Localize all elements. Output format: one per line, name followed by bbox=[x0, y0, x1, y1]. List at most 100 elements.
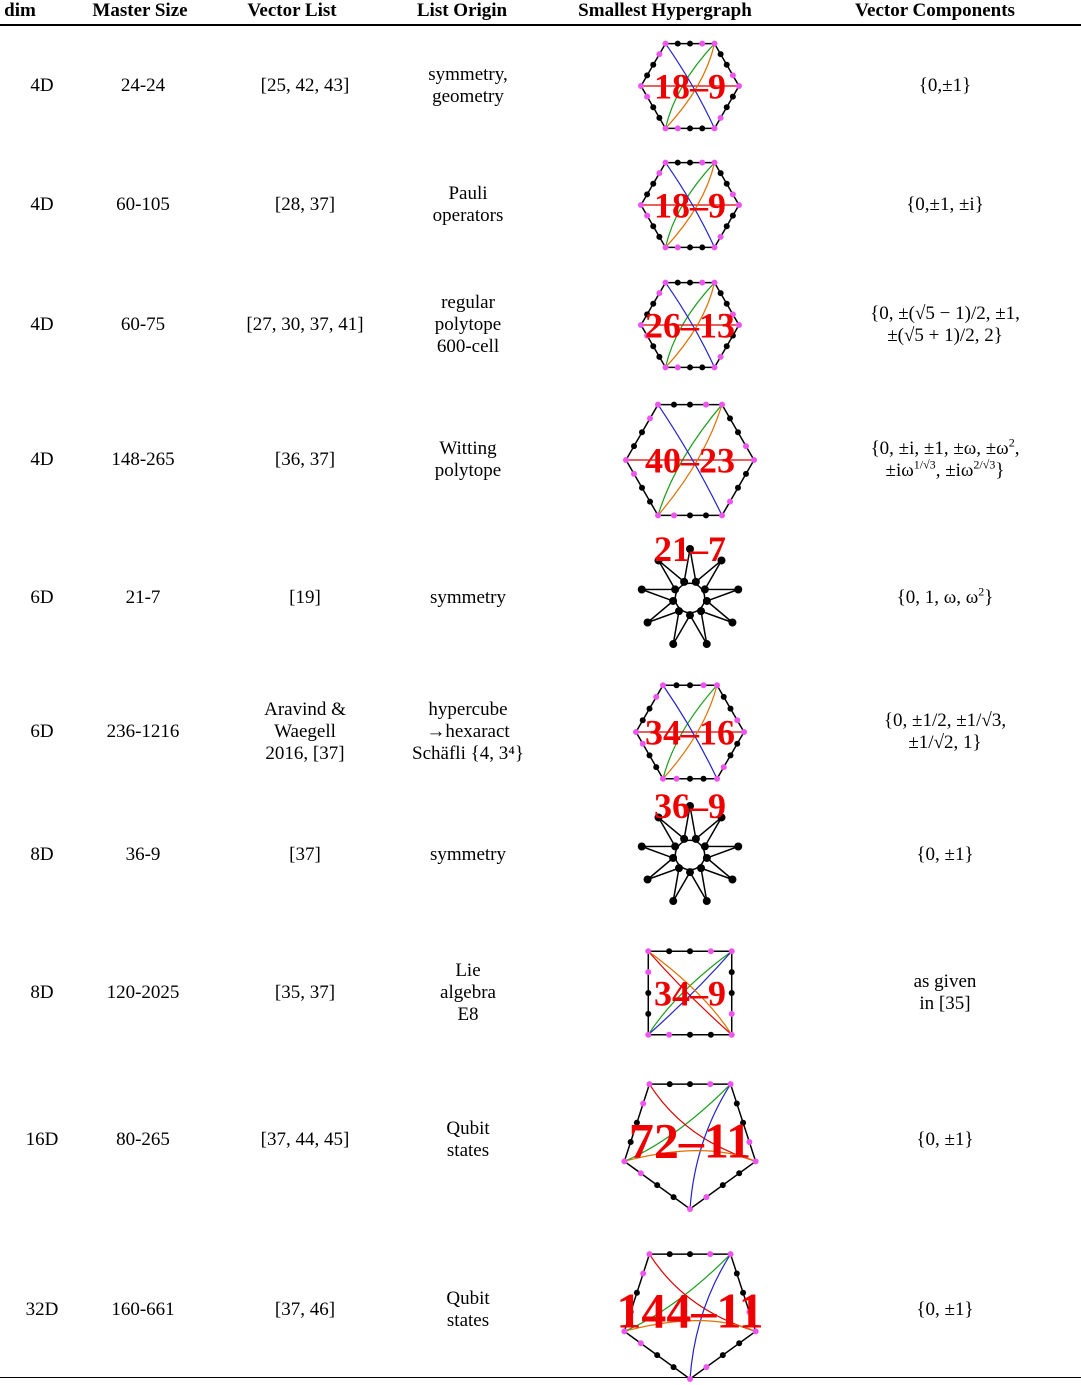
vertex bbox=[637, 1340, 644, 1347]
vertex bbox=[687, 401, 693, 408]
vector-list-line: Waegell bbox=[274, 721, 336, 742]
vector-list-cell: [37, 46] bbox=[275, 1299, 335, 1321]
hyperedge bbox=[689, 1083, 732, 1210]
vector-list-cell: [36, 37] bbox=[275, 449, 335, 471]
bottom-rule bbox=[0, 1377, 1081, 1378]
master-size-cell: 60-105 bbox=[116, 194, 170, 216]
list-origin-cell: symmetry, geometry bbox=[428, 64, 508, 108]
vertex bbox=[637, 1170, 644, 1177]
vertex bbox=[714, 775, 720, 782]
vertex bbox=[687, 244, 693, 251]
vector-list-cell: [28, 37] bbox=[275, 194, 335, 216]
components-line: {0, ±1} bbox=[916, 1299, 973, 1321]
vertex bbox=[729, 332, 736, 339]
vertex bbox=[654, 813, 663, 822]
vertex bbox=[643, 618, 652, 627]
dim: 6D bbox=[30, 587, 54, 608]
vertex bbox=[728, 1010, 735, 1017]
dim-cell: 4D bbox=[30, 194, 53, 216]
list-origin-line: E8 bbox=[457, 1004, 479, 1025]
vertex bbox=[639, 429, 645, 436]
master-size: 24-24 bbox=[120, 75, 166, 96]
vertex bbox=[728, 990, 735, 996]
vertex bbox=[734, 585, 743, 594]
components-cell: {0, ±1} bbox=[916, 1299, 973, 1321]
list-origin-line: symmetry, bbox=[428, 64, 508, 85]
list-origin-line: 600-cell bbox=[436, 336, 500, 357]
vector-list-cell: [27, 30, 37, 41] bbox=[246, 314, 363, 336]
vector-list-line: [35, 37] bbox=[274, 982, 336, 1003]
list-origin-line: operators bbox=[432, 205, 504, 226]
components-text: as given bbox=[913, 971, 977, 992]
vertex bbox=[687, 948, 693, 955]
hypergraph: 18–9 bbox=[638, 159, 742, 251]
vertex bbox=[729, 72, 736, 79]
top-rule bbox=[0, 24, 1081, 26]
components-line: {0, ±i, ±1, ±ω, ±ω2, bbox=[870, 437, 1020, 460]
hyperedge bbox=[689, 1253, 732, 1380]
components-text: {0, ±i, ±1, ±ω, ±ω bbox=[870, 438, 1009, 459]
vertex bbox=[660, 775, 666, 782]
vertex bbox=[654, 1352, 661, 1359]
components-cell: {0, 1, ω, ω2} bbox=[897, 586, 994, 609]
vertex bbox=[666, 1031, 673, 1038]
vertex bbox=[646, 1251, 653, 1258]
vertex bbox=[736, 202, 742, 208]
dim: 4D bbox=[30, 314, 54, 335]
components-text: {0,±1, ±i} bbox=[906, 194, 984, 215]
components-cell: {0, ±(√5 − 1)/2, ±1, ±(√5 + 1)/2, 2} bbox=[870, 303, 1020, 347]
vertex bbox=[656, 114, 663, 121]
components-line: {0, ±1/2, ±1/√3, bbox=[884, 710, 1006, 732]
vertex bbox=[644, 72, 651, 79]
vertex bbox=[621, 1328, 628, 1335]
vertex bbox=[656, 353, 663, 360]
vertex bbox=[687, 159, 693, 166]
components-text: {0, ±1/2, ±1/√3, bbox=[883, 710, 1007, 731]
vertex bbox=[674, 364, 681, 371]
vertex bbox=[699, 279, 706, 286]
vector-list-cell: [35, 37] bbox=[275, 982, 335, 1004]
vertex bbox=[637, 842, 646, 851]
vertex bbox=[669, 640, 678, 649]
list-origin-line: →hexaract bbox=[426, 721, 510, 742]
list-origin-cell: symmetry bbox=[430, 587, 506, 609]
list-origin-cell: Qubit states bbox=[446, 1118, 489, 1162]
components-cell: {0, ±1/2, ±1/√3, ±1/√2, 1} bbox=[884, 710, 1006, 754]
list-origin-cell: Lie algebra E8 bbox=[440, 960, 496, 1026]
vertex bbox=[691, 834, 700, 843]
vertex bbox=[733, 1100, 740, 1107]
vertex bbox=[736, 322, 742, 328]
column-header: Vector Components bbox=[855, 0, 1015, 21]
dim-cell: 6D bbox=[30, 721, 53, 743]
vertex bbox=[650, 223, 657, 230]
components-line: {0,±1, ±i} bbox=[906, 194, 984, 216]
components-line: ±1/√2, 1} bbox=[884, 732, 1006, 754]
components-sup: 1/√3 bbox=[913, 457, 936, 472]
master-size-cell: 36-9 bbox=[126, 844, 161, 866]
vertex bbox=[662, 125, 669, 132]
vertex bbox=[669, 897, 678, 906]
list-origin-line: Qubit bbox=[446, 1288, 490, 1309]
vertex bbox=[650, 300, 657, 307]
components-text: {0, ±1} bbox=[916, 1129, 974, 1150]
hypergraph: 72–11 bbox=[621, 1081, 759, 1212]
vertex bbox=[711, 125, 718, 132]
vertex bbox=[728, 875, 737, 884]
vertex bbox=[686, 545, 694, 553]
hypergraph-label: 34–9 bbox=[654, 974, 726, 1014]
vertex bbox=[720, 764, 727, 771]
dim-cell: 4D bbox=[30, 449, 53, 471]
vertex bbox=[687, 775, 693, 782]
list-origin-line: Witting bbox=[439, 438, 497, 459]
vertex bbox=[687, 40, 693, 47]
list-origin-line: Qubit bbox=[446, 1118, 490, 1139]
vertex bbox=[727, 498, 733, 505]
vertex bbox=[734, 740, 741, 747]
vertex bbox=[656, 170, 663, 177]
vertex bbox=[735, 429, 741, 436]
list-origin-line: hypercube bbox=[428, 699, 508, 720]
vertex bbox=[643, 875, 652, 884]
master-size-cell: 24-24 bbox=[121, 75, 165, 97]
vector-list-cell: [37] bbox=[289, 844, 321, 866]
